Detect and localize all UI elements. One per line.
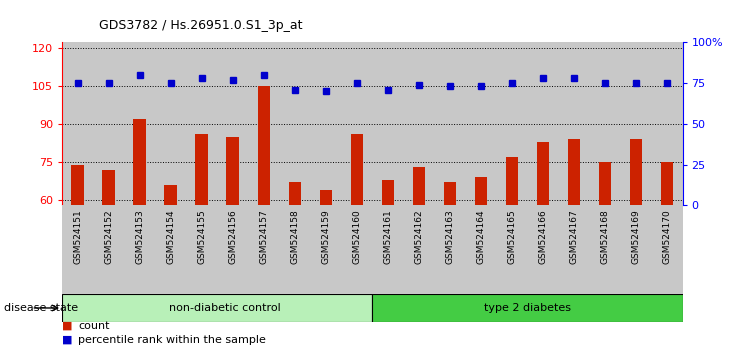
Bar <box>404 205 434 294</box>
Bar <box>590 42 620 205</box>
Bar <box>434 42 466 205</box>
Text: GSM524152: GSM524152 <box>104 210 113 264</box>
Text: GSM524167: GSM524167 <box>569 210 578 264</box>
Bar <box>134 119 146 353</box>
Bar <box>620 205 652 294</box>
Bar <box>537 142 549 353</box>
Text: GSM524155: GSM524155 <box>197 210 206 264</box>
Text: GSM524165: GSM524165 <box>507 210 516 264</box>
Bar <box>630 139 642 353</box>
Bar <box>620 42 652 205</box>
Bar <box>466 205 496 294</box>
Text: GSM524166: GSM524166 <box>539 210 548 264</box>
Bar <box>528 42 558 205</box>
Bar <box>496 42 528 205</box>
Bar <box>155 42 186 205</box>
Text: non-diabetic control: non-diabetic control <box>169 303 281 313</box>
Bar <box>372 42 404 205</box>
Bar <box>62 42 93 205</box>
Bar <box>279 205 310 294</box>
Text: type 2 diabetes: type 2 diabetes <box>484 303 571 313</box>
Bar <box>444 182 456 353</box>
Text: GSM524168: GSM524168 <box>601 210 610 264</box>
Text: GSM524163: GSM524163 <box>445 210 454 264</box>
Bar <box>155 205 186 294</box>
Text: GSM524162: GSM524162 <box>415 210 423 264</box>
Bar <box>434 205 466 294</box>
Text: GSM524151: GSM524151 <box>73 210 82 264</box>
Text: disease state: disease state <box>4 303 78 313</box>
Bar <box>62 294 372 322</box>
Bar <box>93 205 124 294</box>
Bar <box>310 205 342 294</box>
Text: GSM524159: GSM524159 <box>321 210 330 264</box>
Bar <box>226 137 239 353</box>
Bar <box>466 42 496 205</box>
Bar <box>62 205 93 294</box>
Bar <box>568 139 580 353</box>
Bar <box>590 205 620 294</box>
Text: GSM524156: GSM524156 <box>228 210 237 264</box>
Bar <box>93 42 124 205</box>
Bar <box>288 182 301 353</box>
Bar <box>404 42 434 205</box>
Bar <box>124 205 155 294</box>
Bar <box>164 185 177 353</box>
Bar <box>558 205 590 294</box>
Bar <box>102 170 115 353</box>
Bar <box>372 205 404 294</box>
Bar <box>342 205 372 294</box>
Text: GDS3782 / Hs.26951.0.S1_3p_at: GDS3782 / Hs.26951.0.S1_3p_at <box>99 19 302 32</box>
Bar <box>186 205 218 294</box>
Text: GSM524161: GSM524161 <box>383 210 392 264</box>
Text: GSM524157: GSM524157 <box>259 210 268 264</box>
Text: GSM524153: GSM524153 <box>135 210 144 264</box>
Bar <box>496 205 528 294</box>
Text: GSM524154: GSM524154 <box>166 210 175 264</box>
Bar <box>412 167 425 353</box>
Text: GSM524164: GSM524164 <box>477 210 485 264</box>
Bar <box>652 42 683 205</box>
Text: ■: ■ <box>62 335 72 345</box>
Text: GSM524170: GSM524170 <box>663 210 672 264</box>
Bar <box>372 294 683 322</box>
Bar <box>506 157 518 353</box>
Bar <box>72 165 84 353</box>
Bar <box>218 205 248 294</box>
Text: GSM524158: GSM524158 <box>291 210 299 264</box>
Text: percentile rank within the sample: percentile rank within the sample <box>78 335 266 345</box>
Bar <box>528 205 558 294</box>
Bar <box>382 180 394 353</box>
Bar <box>258 86 270 353</box>
Bar <box>186 42 218 205</box>
Bar <box>248 42 279 205</box>
Text: count: count <box>78 321 110 331</box>
Bar <box>342 42 372 205</box>
Bar <box>599 162 611 353</box>
Bar <box>558 42 590 205</box>
Bar <box>652 205 683 294</box>
Text: ■: ■ <box>62 321 72 331</box>
Bar <box>320 190 332 353</box>
Bar <box>350 134 363 353</box>
Bar <box>248 205 279 294</box>
Bar <box>218 42 248 205</box>
Bar <box>474 177 487 353</box>
Text: GSM524169: GSM524169 <box>631 210 640 264</box>
Bar <box>310 42 342 205</box>
Bar <box>124 42 155 205</box>
Bar <box>196 134 208 353</box>
Bar <box>661 162 673 353</box>
Bar <box>279 42 310 205</box>
Text: GSM524160: GSM524160 <box>353 210 361 264</box>
